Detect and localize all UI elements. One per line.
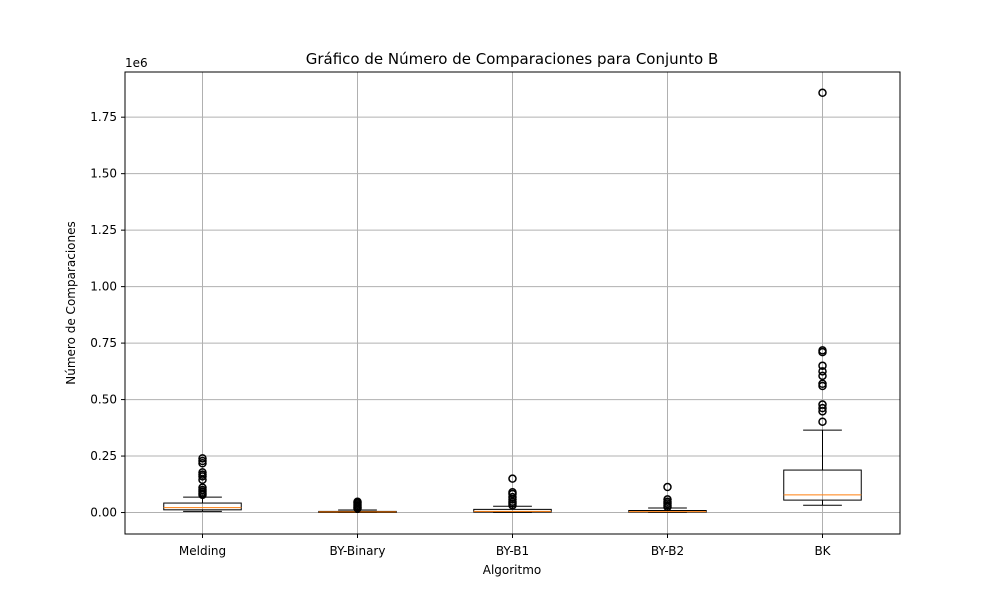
x-axis: Melding BY-Binary BY-B1 BY-B2 BK [179,534,832,558]
x-tick-label: BY-Binary [330,544,386,558]
outlier-point [818,367,827,376]
y-axis-label: Número de Comparaciones [64,221,78,384]
grid-layer [125,72,900,534]
outlier-point [818,379,827,389]
y-tick-label: 0.25 [90,449,117,463]
y-tick-label: 1.00 [90,280,117,294]
x-tick-label: BY-B1 [496,544,529,558]
outlier-point [198,454,207,463]
outlier-point [818,361,827,370]
y-tick-label: 1.75 [90,110,117,124]
outlier-point [818,88,827,98]
y-tick-label: 0.75 [90,336,117,350]
box-iqr [783,469,862,501]
outlier-point [198,468,207,477]
box-group-melding [163,454,242,512]
outlier-point [508,474,517,483]
y-axis-scale-label: 1e6 [125,56,148,70]
outlier-point [508,492,517,502]
box-group-by-b1 [473,474,552,513]
outlier-point [198,483,207,492]
outlier-point [818,403,827,413]
outlier-point [818,371,827,381]
box-group-by-binary [318,497,397,514]
box-group-by-b2 [628,482,707,513]
outlier-point [818,417,827,426]
outlier-point [353,497,362,506]
x-axis-label: Algoritmo [483,563,542,577]
x-tick-label: BY-B2 [651,544,684,558]
x-tick-label: Melding [179,544,226,558]
y-tick-label: 1.50 [90,167,117,181]
box-iqr [163,502,242,511]
chart-title: Gráfico de Número de Comparaciones para … [306,50,719,68]
outlier-point [818,346,827,355]
boxes-layer [163,88,862,514]
box-group-bk [783,88,862,506]
outlier-point [663,495,672,504]
x-tick-label: BK [814,544,831,558]
y-axis: 0.00 0.25 0.50 0.75 1.00 1.25 1.50 1.75 [90,110,125,520]
outlier-point [663,482,672,492]
outlier-point [818,400,827,409]
y-tick-label: 0.00 [90,506,117,520]
y-tick-label: 0.50 [90,393,117,407]
y-tick-label: 1.25 [90,223,117,237]
outlier-point [508,487,517,497]
outlier-point [198,456,207,466]
